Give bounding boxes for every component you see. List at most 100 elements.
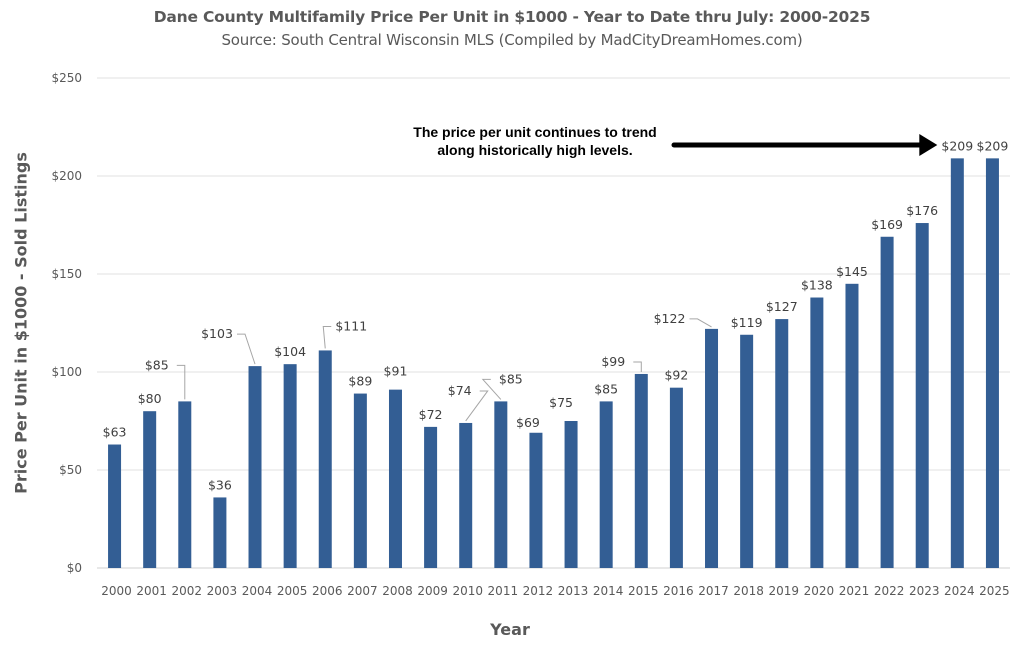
- bar: [388, 389, 402, 568]
- data-label: $176: [906, 203, 938, 218]
- leader-line: [481, 378, 502, 400]
- x-tick-label: 2002: [172, 584, 203, 598]
- x-tick-label: 2012: [523, 584, 554, 598]
- data-label: $72: [419, 407, 443, 422]
- x-tick-label: 2017: [698, 584, 729, 598]
- x-axis-ticks: 2000 2001 2002 2003 2004 2005 2006 2007 2008 2009…: [101, 584, 1009, 598]
- x-tick-label: 2003: [207, 584, 238, 598]
- x-tick-label: 2015: [628, 584, 659, 598]
- x-tick-label: 2011: [488, 584, 519, 598]
- bar: [985, 158, 999, 569]
- leader-line: [176, 364, 186, 400]
- gridlines: [97, 77, 1010, 569]
- x-tick-label: 2004: [242, 584, 273, 598]
- bar: [634, 373, 648, 568]
- bar: [108, 444, 122, 568]
- x-tick-label: 2014: [593, 584, 624, 598]
- leader-line: [237, 333, 256, 365]
- data-label: $122: [654, 311, 686, 326]
- x-tick-label: 2009: [417, 584, 448, 598]
- x-axis-label: Year: [490, 620, 530, 639]
- leader-line: [465, 390, 489, 422]
- arrow-head: [919, 134, 938, 156]
- data-label: $74: [448, 383, 472, 398]
- leader-line: [689, 318, 712, 328]
- x-tick-label: 2021: [839, 584, 870, 598]
- x-tick-label: 2007: [347, 584, 378, 598]
- x-tick-label: 2006: [312, 584, 343, 598]
- x-tick-label: 2025: [979, 584, 1010, 598]
- chart-title: Dane County Multifamily Price Per Unit i…: [153, 8, 871, 26]
- x-tick-label: 2013: [558, 584, 589, 598]
- data-label: $91: [384, 364, 408, 379]
- bar: [564, 421, 578, 568]
- bar: [705, 328, 719, 568]
- x-tick-label: 2020: [804, 584, 835, 598]
- data-label: $145: [836, 264, 868, 279]
- annotation-text: The price per unit continues to trend al…: [385, 123, 685, 159]
- data-label: $69: [516, 415, 540, 430]
- bar: [915, 223, 929, 569]
- data-label: $138: [801, 278, 833, 293]
- y-axis-ticks: $0 $50 $100 $150 $200 $250: [51, 71, 82, 575]
- x-tick-label: 2024: [944, 584, 975, 598]
- data-label: $209: [941, 138, 973, 153]
- x-tick-label: 2008: [382, 584, 413, 598]
- bar: [775, 319, 789, 568]
- data-label: $85: [499, 371, 523, 386]
- bar: [459, 422, 473, 568]
- y-tick-label: $0: [67, 561, 82, 575]
- x-tick-label: 2000: [101, 584, 132, 598]
- bar: [213, 497, 227, 568]
- annotation-line-2: along historically high levels.: [437, 142, 633, 158]
- bar: [143, 411, 157, 568]
- x-tick-label: 2010: [452, 584, 483, 598]
- bar: [880, 236, 894, 568]
- data-label: $209: [977, 138, 1009, 153]
- data-label: $169: [871, 217, 903, 232]
- bar: [353, 393, 367, 568]
- bar: [669, 387, 683, 568]
- bar: [283, 364, 297, 568]
- x-tick-label: 2001: [136, 584, 167, 598]
- bar: [494, 401, 508, 568]
- data-label: $127: [766, 299, 798, 314]
- y-tick-label: $50: [59, 463, 82, 477]
- data-label: $80: [138, 391, 162, 406]
- bar: [950, 158, 964, 569]
- bar: [845, 283, 859, 568]
- bar: [318, 350, 332, 568]
- data-label: $119: [731, 315, 763, 330]
- bar: [810, 297, 824, 568]
- data-label: $92: [664, 368, 688, 383]
- leader-lines: [176, 318, 712, 422]
- data-label: $63: [103, 425, 127, 440]
- y-tick-label: $250: [51, 71, 82, 85]
- x-tick-label: 2022: [874, 584, 905, 598]
- data-label: $103: [201, 326, 233, 341]
- bar: [248, 366, 262, 568]
- data-label: $111: [335, 318, 367, 333]
- bar: [178, 401, 192, 568]
- y-tick-label: $100: [51, 365, 82, 379]
- x-tick-label: 2018: [733, 584, 764, 598]
- bar: [599, 401, 613, 568]
- bars: [108, 158, 999, 569]
- x-tick-label: 2016: [663, 584, 694, 598]
- bar: [740, 334, 754, 568]
- y-tick-label: $200: [51, 169, 82, 183]
- data-label: $85: [145, 357, 169, 372]
- bar: [424, 426, 438, 568]
- chart-subtitle: Source: South Central Wisconsin MLS (Com…: [221, 31, 803, 49]
- x-tick-label: 2005: [277, 584, 308, 598]
- data-label: $99: [601, 354, 625, 369]
- leader-line: [633, 361, 642, 372]
- y-tick-label: $150: [51, 267, 82, 281]
- annotation-arrow: [671, 134, 938, 156]
- data-label: $36: [208, 477, 232, 492]
- annotation-line-1: The price per unit continues to trend: [413, 124, 657, 140]
- leader-line: [322, 325, 332, 349]
- bar: [529, 432, 543, 568]
- data-label: $89: [348, 374, 372, 389]
